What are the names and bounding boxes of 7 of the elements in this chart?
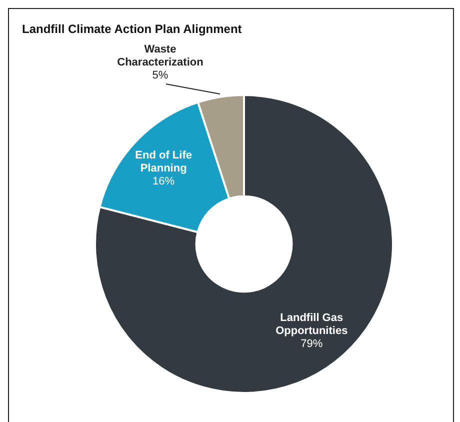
data-label: 16% <box>152 176 175 188</box>
data-label: 5% <box>152 69 168 82</box>
slice-label: End of Life Planning <box>135 150 192 174</box>
data-label: 79% <box>300 338 323 350</box>
slice-label: Waste Characterization <box>117 43 204 68</box>
slice-label: Landfill Gas Opportunities <box>276 312 348 338</box>
chart-title: Landfill Climate Action Plan Alignment <box>22 22 242 36</box>
